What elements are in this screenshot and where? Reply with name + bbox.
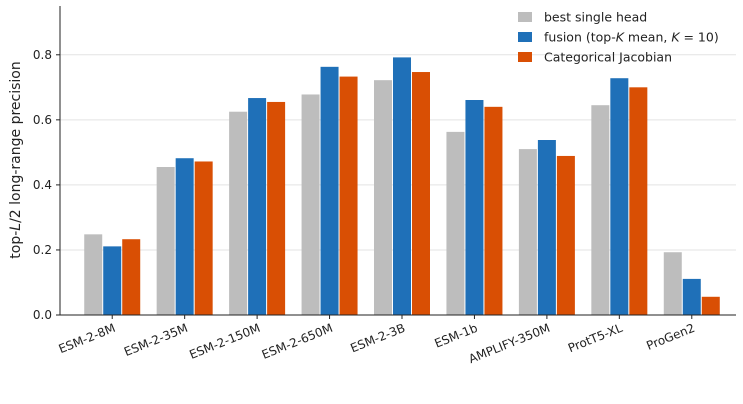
bar <box>412 72 430 316</box>
bar <box>267 101 286 315</box>
y-tick-label: 0.2 <box>33 243 52 257</box>
y-axis-title: top-L/2 long-range precision <box>8 61 24 258</box>
bar <box>393 57 411 316</box>
bar <box>663 252 682 315</box>
bar <box>122 239 141 315</box>
bar <box>320 66 339 315</box>
y-axis: 0.0 0.2 0.4 0.6 0.8 <box>33 6 61 322</box>
bar <box>339 76 358 315</box>
y-tick-label: 0.8 <box>33 48 52 62</box>
bar <box>229 111 248 315</box>
bar <box>484 106 503 316</box>
x-tick-label: ESM-2-8M <box>57 321 118 356</box>
bar <box>610 78 629 315</box>
bar <box>84 234 103 315</box>
bar <box>518 149 537 315</box>
y-tick-label: 0.6 <box>33 113 52 127</box>
bar <box>556 155 575 315</box>
bar <box>629 87 648 315</box>
x-tick-label: ESM-2-3B <box>348 321 407 356</box>
bar <box>591 105 610 315</box>
x-tick-label: ESM-2-650M <box>260 321 335 362</box>
bars <box>84 57 720 316</box>
bar <box>446 131 465 315</box>
x-tick-label: ESM-2-35M <box>122 321 190 359</box>
x-tick-label: AMPLIFY-350M <box>467 321 552 366</box>
y-tick-label: 0.4 <box>33 178 52 192</box>
legend-entry: fusion (top-K mean, K = 10) <box>544 30 719 45</box>
bar <box>682 278 701 315</box>
legend-swatch <box>518 32 532 42</box>
y-tick-label: 0.0 <box>33 308 52 322</box>
bar <box>374 80 392 315</box>
bar <box>248 98 267 316</box>
legend-swatch <box>518 52 532 62</box>
legend: best single head fusion (top-K mean, K = … <box>518 10 719 65</box>
x-tick-label: ProGen2 <box>644 321 697 353</box>
legend-entry: Categorical Jacobian <box>544 50 672 65</box>
x-tick-label: ESM-2-150M <box>187 321 262 362</box>
legend-entry: best single head <box>544 10 647 25</box>
bar <box>156 167 175 315</box>
bar <box>194 161 213 315</box>
bar <box>301 94 320 315</box>
bar <box>537 140 556 315</box>
x-tick-label: ESM-1b <box>432 321 479 351</box>
x-tick-label: ProtT5-XL <box>566 321 625 356</box>
bar <box>175 158 194 315</box>
bar <box>465 100 484 315</box>
legend-swatch <box>518 12 532 22</box>
bar <box>701 296 720 315</box>
bar <box>103 246 122 315</box>
